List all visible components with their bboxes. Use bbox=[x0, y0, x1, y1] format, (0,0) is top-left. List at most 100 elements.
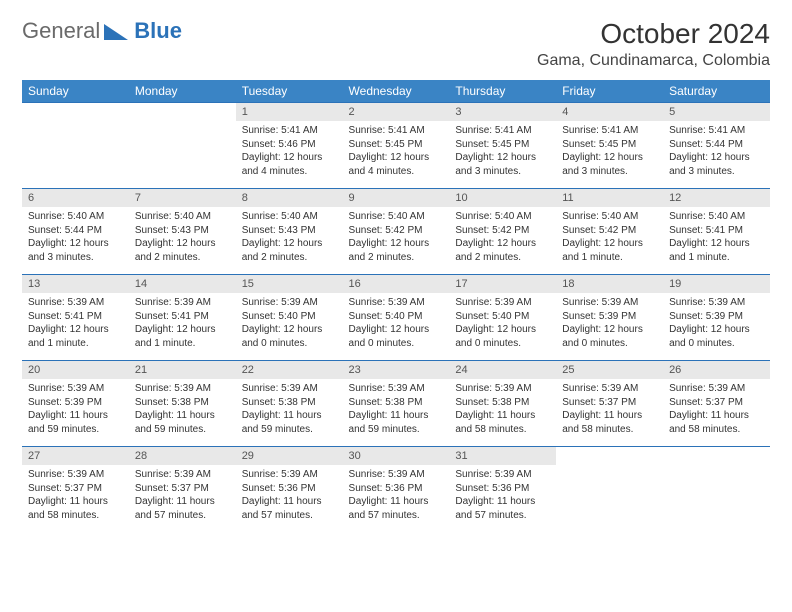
sunrise-line: Sunrise: 5:40 AM bbox=[562, 210, 657, 224]
sunset-line: Sunset: 5:37 PM bbox=[135, 482, 230, 496]
sunrise-line: Sunrise: 5:39 AM bbox=[242, 382, 337, 396]
day-number: 22 bbox=[236, 361, 343, 379]
sunrise-line: Sunrise: 5:39 AM bbox=[562, 382, 657, 396]
day-number: 27 bbox=[22, 447, 129, 465]
day-details: Sunrise: 5:41 AMSunset: 5:45 PMDaylight:… bbox=[556, 121, 663, 182]
calendar-row: 27Sunrise: 5:39 AMSunset: 5:37 PMDayligh… bbox=[22, 447, 770, 533]
daylight-line: Daylight: 12 hours and 3 minutes. bbox=[669, 151, 764, 178]
day-details: Sunrise: 5:40 AMSunset: 5:43 PMDaylight:… bbox=[129, 207, 236, 268]
day-details: Sunrise: 5:41 AMSunset: 5:45 PMDaylight:… bbox=[343, 121, 450, 182]
calendar-cell: 16Sunrise: 5:39 AMSunset: 5:40 PMDayligh… bbox=[343, 275, 450, 361]
calendar-table: Sunday Monday Tuesday Wednesday Thursday… bbox=[22, 80, 770, 533]
calendar-cell: 28Sunrise: 5:39 AMSunset: 5:37 PMDayligh… bbox=[129, 447, 236, 533]
day-number: 31 bbox=[449, 447, 556, 465]
sunset-line: Sunset: 5:39 PM bbox=[669, 310, 764, 324]
sunrise-line: Sunrise: 5:40 AM bbox=[135, 210, 230, 224]
sunrise-line: Sunrise: 5:40 AM bbox=[28, 210, 123, 224]
day-number: 12 bbox=[663, 189, 770, 207]
day-details: Sunrise: 5:40 AMSunset: 5:42 PMDaylight:… bbox=[343, 207, 450, 268]
day-details: Sunrise: 5:40 AMSunset: 5:44 PMDaylight:… bbox=[22, 207, 129, 268]
sunset-line: Sunset: 5:45 PM bbox=[349, 138, 444, 152]
day-details: Sunrise: 5:39 AMSunset: 5:36 PMDaylight:… bbox=[236, 465, 343, 526]
calendar-cell bbox=[22, 103, 129, 189]
daylight-line: Daylight: 11 hours and 58 minutes. bbox=[28, 495, 123, 522]
day-number: 28 bbox=[129, 447, 236, 465]
day-details: Sunrise: 5:41 AMSunset: 5:46 PMDaylight:… bbox=[236, 121, 343, 182]
sunset-line: Sunset: 5:37 PM bbox=[562, 396, 657, 410]
calendar-cell: 20Sunrise: 5:39 AMSunset: 5:39 PMDayligh… bbox=[22, 361, 129, 447]
day-details: Sunrise: 5:39 AMSunset: 5:40 PMDaylight:… bbox=[236, 293, 343, 354]
calendar-cell: 15Sunrise: 5:39 AMSunset: 5:40 PMDayligh… bbox=[236, 275, 343, 361]
calendar-cell: 17Sunrise: 5:39 AMSunset: 5:40 PMDayligh… bbox=[449, 275, 556, 361]
brand-part1: General bbox=[22, 18, 100, 44]
calendar-cell: 8Sunrise: 5:40 AMSunset: 5:43 PMDaylight… bbox=[236, 189, 343, 275]
daylight-line: Daylight: 11 hours and 59 minutes. bbox=[242, 409, 337, 436]
sunset-line: Sunset: 5:45 PM bbox=[455, 138, 550, 152]
day-details: Sunrise: 5:39 AMSunset: 5:39 PMDaylight:… bbox=[663, 293, 770, 354]
day-details: Sunrise: 5:39 AMSunset: 5:39 PMDaylight:… bbox=[22, 379, 129, 440]
day-number: 2 bbox=[343, 103, 450, 121]
day-number: 21 bbox=[129, 361, 236, 379]
calendar-cell: 3Sunrise: 5:41 AMSunset: 5:45 PMDaylight… bbox=[449, 103, 556, 189]
day-number: 16 bbox=[343, 275, 450, 293]
sunset-line: Sunset: 5:38 PM bbox=[349, 396, 444, 410]
month-title: October 2024 bbox=[537, 18, 770, 50]
daylight-line: Daylight: 11 hours and 59 minutes. bbox=[135, 409, 230, 436]
daylight-line: Daylight: 11 hours and 57 minutes. bbox=[349, 495, 444, 522]
calendar-cell: 31Sunrise: 5:39 AMSunset: 5:36 PMDayligh… bbox=[449, 447, 556, 533]
calendar-cell: 23Sunrise: 5:39 AMSunset: 5:38 PMDayligh… bbox=[343, 361, 450, 447]
daylight-line: Daylight: 11 hours and 59 minutes. bbox=[349, 409, 444, 436]
day-number: 17 bbox=[449, 275, 556, 293]
day-details: Sunrise: 5:41 AMSunset: 5:45 PMDaylight:… bbox=[449, 121, 556, 182]
daylight-line: Daylight: 12 hours and 3 minutes. bbox=[562, 151, 657, 178]
weekday-header: Friday bbox=[556, 80, 663, 103]
day-details: Sunrise: 5:40 AMSunset: 5:42 PMDaylight:… bbox=[556, 207, 663, 268]
day-number: 24 bbox=[449, 361, 556, 379]
weekday-header: Sunday bbox=[22, 80, 129, 103]
daylight-line: Daylight: 11 hours and 57 minutes. bbox=[455, 495, 550, 522]
calendar-cell: 12Sunrise: 5:40 AMSunset: 5:41 PMDayligh… bbox=[663, 189, 770, 275]
sunset-line: Sunset: 5:39 PM bbox=[28, 396, 123, 410]
sunrise-line: Sunrise: 5:40 AM bbox=[455, 210, 550, 224]
daylight-line: Daylight: 12 hours and 2 minutes. bbox=[349, 237, 444, 264]
sunrise-line: Sunrise: 5:39 AM bbox=[349, 296, 444, 310]
day-details: Sunrise: 5:39 AMSunset: 5:41 PMDaylight:… bbox=[22, 293, 129, 354]
sunrise-line: Sunrise: 5:39 AM bbox=[28, 382, 123, 396]
sunset-line: Sunset: 5:39 PM bbox=[562, 310, 657, 324]
sunset-line: Sunset: 5:36 PM bbox=[349, 482, 444, 496]
daylight-line: Daylight: 12 hours and 3 minutes. bbox=[455, 151, 550, 178]
calendar-cell bbox=[556, 447, 663, 533]
day-details: Sunrise: 5:39 AMSunset: 5:36 PMDaylight:… bbox=[343, 465, 450, 526]
sunrise-line: Sunrise: 5:39 AM bbox=[242, 296, 337, 310]
daylight-line: Daylight: 11 hours and 57 minutes. bbox=[242, 495, 337, 522]
daylight-line: Daylight: 12 hours and 1 minute. bbox=[28, 323, 123, 350]
sunrise-line: Sunrise: 5:41 AM bbox=[669, 124, 764, 138]
calendar-row: 20Sunrise: 5:39 AMSunset: 5:39 PMDayligh… bbox=[22, 361, 770, 447]
day-details: Sunrise: 5:39 AMSunset: 5:41 PMDaylight:… bbox=[129, 293, 236, 354]
daylight-line: Daylight: 12 hours and 1 minute. bbox=[135, 323, 230, 350]
day-details: Sunrise: 5:39 AMSunset: 5:36 PMDaylight:… bbox=[449, 465, 556, 526]
day-details: Sunrise: 5:39 AMSunset: 5:38 PMDaylight:… bbox=[343, 379, 450, 440]
day-number: 18 bbox=[556, 275, 663, 293]
day-number: 10 bbox=[449, 189, 556, 207]
calendar-cell: 25Sunrise: 5:39 AMSunset: 5:37 PMDayligh… bbox=[556, 361, 663, 447]
day-details: Sunrise: 5:39 AMSunset: 5:38 PMDaylight:… bbox=[129, 379, 236, 440]
day-details: Sunrise: 5:40 AMSunset: 5:42 PMDaylight:… bbox=[449, 207, 556, 268]
daylight-line: Daylight: 12 hours and 0 minutes. bbox=[562, 323, 657, 350]
calendar-cell: 11Sunrise: 5:40 AMSunset: 5:42 PMDayligh… bbox=[556, 189, 663, 275]
sunrise-line: Sunrise: 5:40 AM bbox=[669, 210, 764, 224]
sunset-line: Sunset: 5:41 PM bbox=[135, 310, 230, 324]
daylight-line: Daylight: 11 hours and 59 minutes. bbox=[28, 409, 123, 436]
calendar-cell: 6Sunrise: 5:40 AMSunset: 5:44 PMDaylight… bbox=[22, 189, 129, 275]
day-number: 20 bbox=[22, 361, 129, 379]
weekday-header-row: Sunday Monday Tuesday Wednesday Thursday… bbox=[22, 80, 770, 103]
calendar-row: 6Sunrise: 5:40 AMSunset: 5:44 PMDaylight… bbox=[22, 189, 770, 275]
sunset-line: Sunset: 5:40 PM bbox=[242, 310, 337, 324]
sunset-line: Sunset: 5:37 PM bbox=[28, 482, 123, 496]
calendar-cell: 2Sunrise: 5:41 AMSunset: 5:45 PMDaylight… bbox=[343, 103, 450, 189]
sunset-line: Sunset: 5:38 PM bbox=[455, 396, 550, 410]
day-number: 6 bbox=[22, 189, 129, 207]
sunrise-line: Sunrise: 5:39 AM bbox=[349, 468, 444, 482]
daylight-line: Daylight: 12 hours and 2 minutes. bbox=[455, 237, 550, 264]
calendar-row: 13Sunrise: 5:39 AMSunset: 5:41 PMDayligh… bbox=[22, 275, 770, 361]
